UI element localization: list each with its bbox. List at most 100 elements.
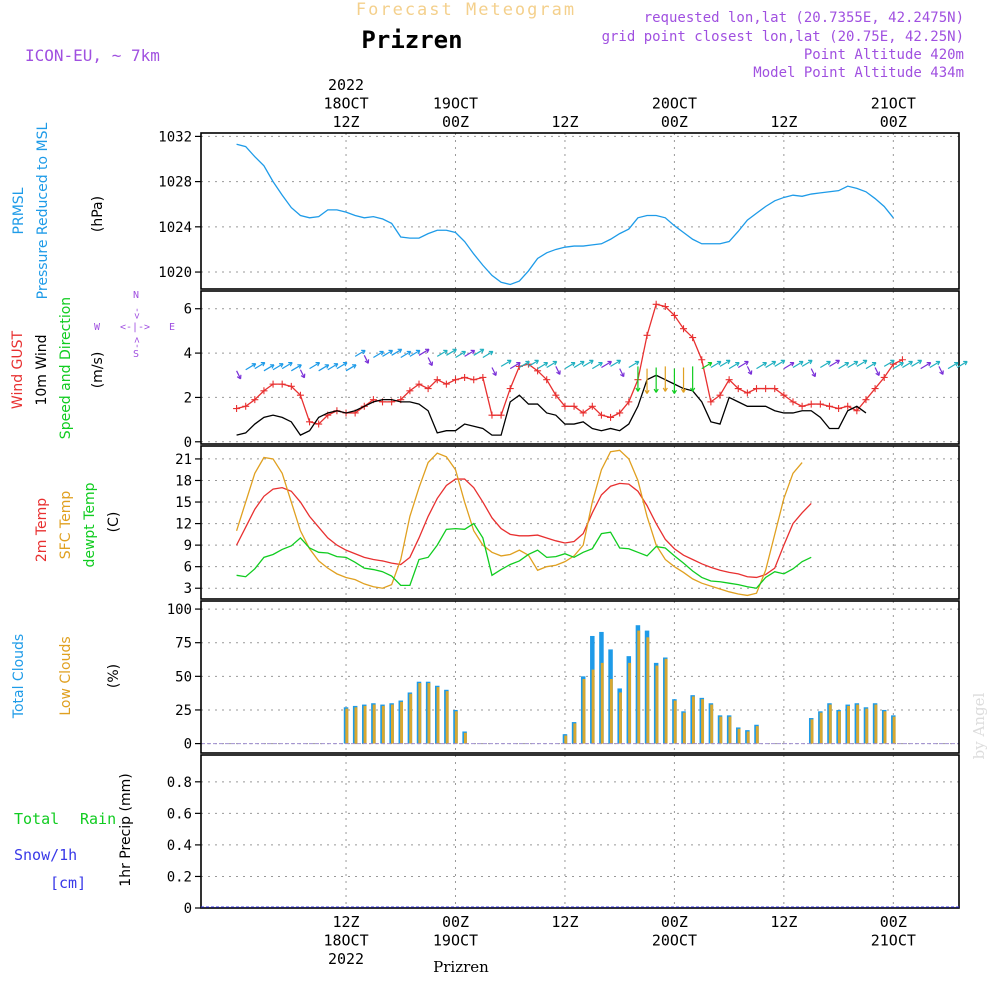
gust-marker	[780, 391, 788, 399]
gust-marker	[652, 300, 660, 308]
wind-ytick-label: 6	[184, 302, 192, 318]
clouds-bar	[427, 683, 431, 744]
wind-arrow	[254, 362, 266, 370]
clouds-bar	[673, 700, 677, 744]
wind-arrow	[391, 348, 402, 356]
clouds-bar	[856, 704, 860, 744]
wind-arrow	[874, 367, 880, 376]
credit-watermark: by Angel	[970, 692, 988, 759]
gust-marker	[552, 391, 560, 399]
model-altitude: Model Point Altitude 434m	[753, 65, 964, 81]
temp-label-2: SFC Temp	[58, 491, 74, 560]
wind-arrow	[920, 362, 931, 370]
bottom-tick-label: 18OCT	[323, 932, 368, 950]
wind-arrowhead	[315, 362, 321, 367]
clouds-bar	[345, 708, 349, 744]
wind-ytick-label: 4	[184, 346, 192, 362]
gust-marker	[607, 413, 615, 421]
wind-arrow	[528, 359, 539, 367]
clouds-bar	[810, 719, 814, 744]
top-tick-label: 2022	[328, 76, 364, 94]
gust-marker	[798, 402, 806, 410]
gust-marker	[862, 396, 870, 404]
precip-total: Total	[14, 810, 59, 828]
wind-arrow	[947, 362, 959, 370]
wind-arrow	[363, 355, 369, 364]
gust-marker	[442, 380, 450, 388]
wind-arrowhead	[744, 360, 749, 366]
gust-marker	[561, 402, 569, 410]
gust-marker	[306, 418, 314, 426]
wind-arrowhead	[425, 348, 430, 354]
wind-arrowhead	[361, 349, 366, 355]
gust-marker	[406, 387, 414, 395]
gust-marker	[661, 303, 669, 311]
gust-marker	[506, 385, 514, 393]
clouds-unit: (%)	[106, 664, 122, 688]
bottom-tick-label: 20OCT	[652, 932, 697, 950]
wind-arrowhead	[516, 362, 521, 367]
wind-arrow	[619, 368, 625, 377]
compass-arrow-h: <-|->	[120, 322, 150, 333]
wind-arrowhead	[811, 372, 817, 378]
temp-ytick-label: 21	[175, 452, 192, 468]
wind-arrow	[883, 359, 895, 367]
temp-ytick-label: 18	[175, 473, 192, 489]
bottom-tick-label: 12Z	[770, 913, 797, 931]
wind-arrowhead	[452, 348, 457, 354]
wind-arrow	[446, 348, 457, 356]
wind-arrow	[491, 367, 497, 376]
pressure-ytick-label: 1032	[158, 129, 192, 145]
pressure-series-0	[236, 143, 894, 286]
top-tick-label: 12Z	[332, 113, 359, 131]
wind-arrowhead	[607, 360, 612, 366]
wind-arrowhead	[871, 362, 877, 367]
clouds-bar	[819, 712, 823, 744]
wind-arrowhead	[352, 364, 357, 369]
bottom-tick-label: 00Z	[661, 913, 688, 931]
gust-marker	[415, 380, 423, 388]
wind-arrow	[829, 359, 840, 367]
clouds-bar	[564, 735, 568, 744]
precip-panel: 0 0.2 0.4 0.6 0.8	[167, 754, 960, 917]
gust-marker	[497, 411, 505, 419]
gust-marker	[251, 396, 259, 404]
temp-series-2	[236, 522, 812, 589]
wind-arrowhead	[939, 370, 944, 375]
top-tick-label: 00Z	[661, 113, 688, 131]
compass-e: E	[169, 322, 175, 333]
wind-arrow	[382, 349, 393, 357]
wind-arrowhead	[716, 360, 722, 366]
clouds-bar	[409, 693, 413, 744]
wind-arrowhead	[908, 360, 913, 366]
wind-arrow	[810, 368, 816, 377]
wind-arrowhead	[616, 359, 622, 365]
wind-arrowhead	[780, 359, 786, 365]
wind-arrowhead	[899, 362, 904, 367]
gust-marker	[743, 389, 751, 397]
pressure-label-2: Pressure Reduced to MSL	[35, 122, 51, 299]
top-tick-label: 12Z	[770, 113, 797, 131]
wind-panel: 0 2 4 6	[184, 290, 960, 451]
clouds-ytick-label: 50	[175, 669, 192, 685]
wind-series-1	[236, 374, 867, 436]
gust-marker	[296, 391, 304, 399]
wind-arrow	[820, 360, 831, 369]
clouds-ytick-label: 100	[167, 602, 192, 618]
bottom-tick-label: 00Z	[442, 913, 469, 931]
clouds-bar	[600, 662, 604, 744]
wind-arrowhead	[260, 362, 266, 367]
temp-ytick-label: 12	[175, 517, 192, 533]
wind-arrowhead	[507, 359, 512, 365]
wind-arrowhead	[443, 349, 448, 355]
wind-frame	[200, 290, 960, 445]
gust-marker	[680, 325, 688, 333]
gust-marker	[433, 376, 441, 384]
wind-arrow	[728, 362, 740, 370]
clouds-bar	[728, 716, 732, 744]
gust-marker	[461, 373, 469, 381]
wind-arrow	[573, 360, 585, 369]
precip-ytick-label: 0.4	[167, 838, 192, 854]
wind-arrowhead	[690, 387, 696, 392]
wind-arrowhead	[428, 361, 434, 367]
